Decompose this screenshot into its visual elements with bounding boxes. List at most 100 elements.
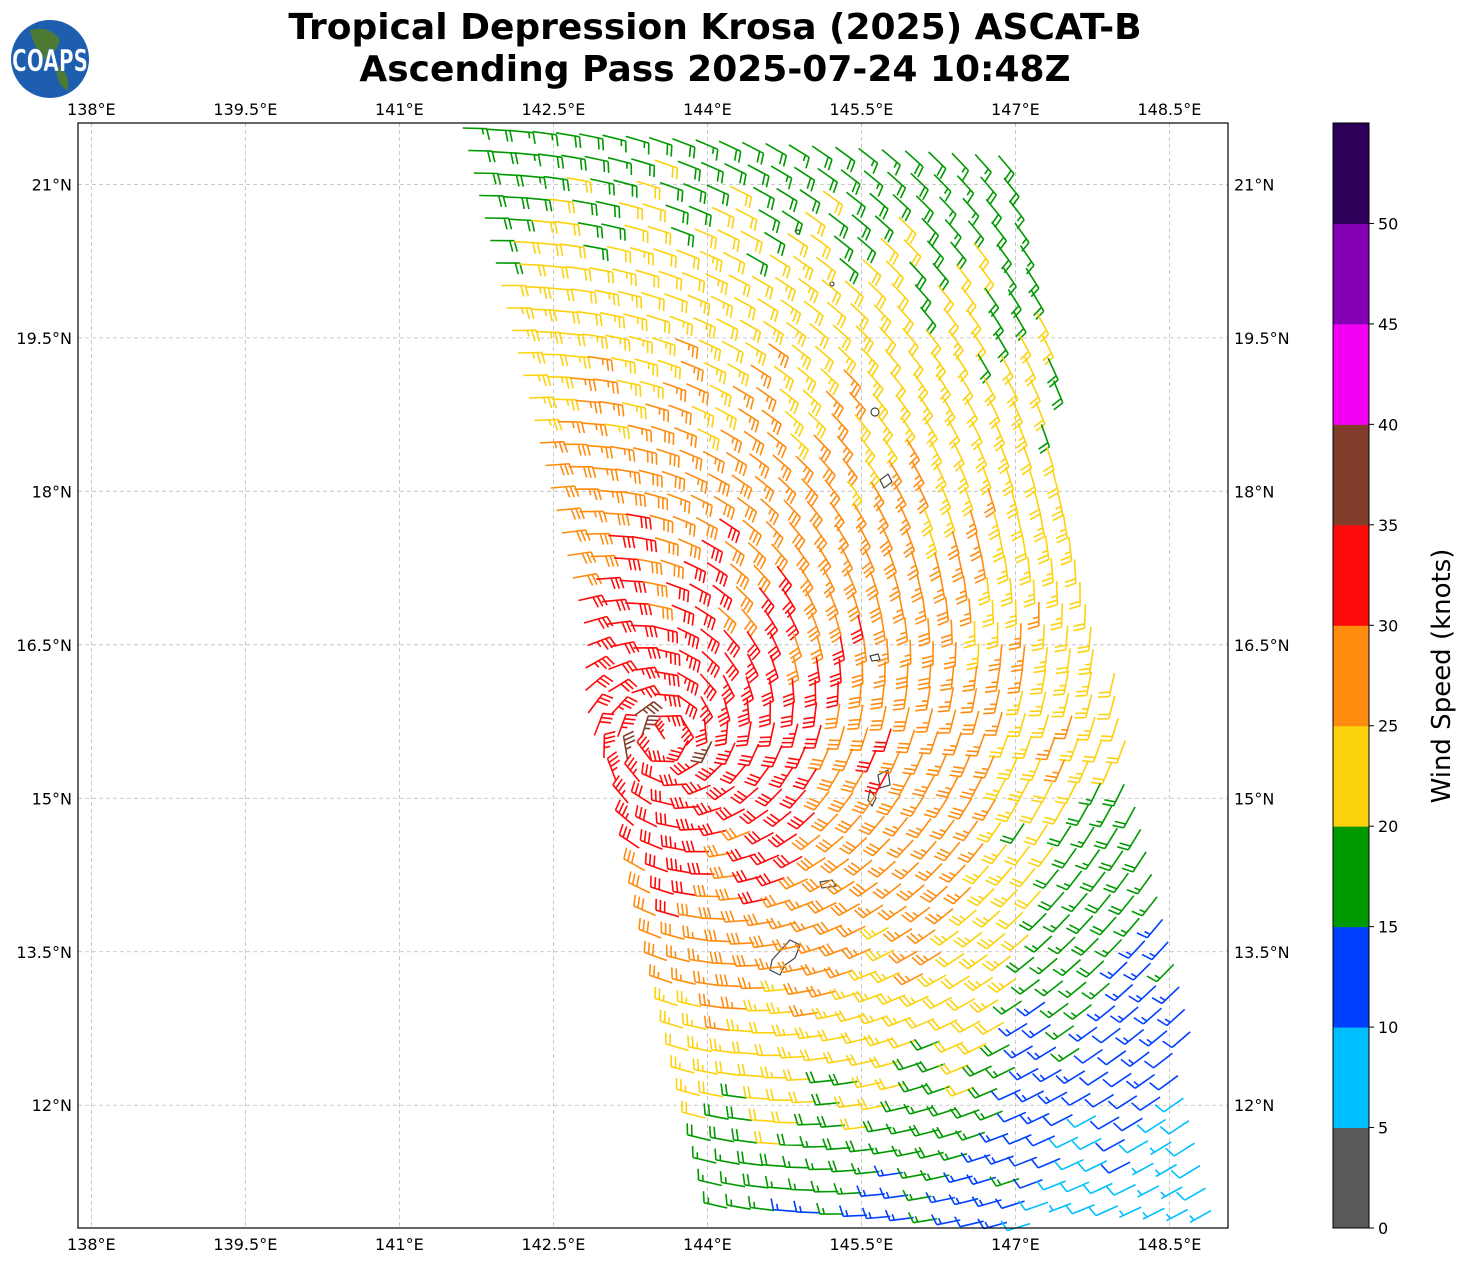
wind-barb <box>665 857 692 874</box>
wind-barb <box>952 820 979 842</box>
wind-barb <box>584 674 614 692</box>
wind-barb <box>928 151 947 180</box>
wind-barb <box>640 715 660 739</box>
wind-barb <box>655 811 681 829</box>
wind-barb <box>593 712 615 736</box>
maug-outline <box>829 281 835 287</box>
wind-barb <box>938 864 966 883</box>
wind-barb <box>849 727 869 751</box>
colorbar-tick: 15 <box>1378 918 1398 937</box>
wind-barb <box>1113 917 1140 938</box>
wind-barb <box>885 260 904 289</box>
wind-barb <box>1054 625 1069 653</box>
wind-barb <box>676 627 700 650</box>
wind-barb <box>743 913 773 927</box>
wind-barb <box>914 595 927 625</box>
wind-barb <box>771 1024 800 1037</box>
wind-barb <box>824 479 841 509</box>
wind-barb <box>738 408 760 433</box>
wind-barb <box>755 386 777 413</box>
wind-barb <box>678 649 701 673</box>
colorbar-bin <box>1333 123 1369 224</box>
wind-barb <box>1133 1007 1162 1025</box>
wind-barb <box>519 263 547 277</box>
wind-barb <box>1064 559 1077 588</box>
wind-barb <box>1063 1003 1092 1020</box>
wind-barb <box>969 531 983 562</box>
wind-barb <box>867 860 896 878</box>
wind-barb <box>706 184 730 207</box>
wind-barb <box>577 222 604 239</box>
wind-barb <box>1076 960 1105 978</box>
wind-barb <box>762 320 784 346</box>
wind-barb <box>1028 691 1047 717</box>
wind-barb <box>989 1176 1020 1187</box>
wind-barb <box>625 135 650 155</box>
wind-barb <box>825 390 844 419</box>
wind-barb <box>726 848 756 862</box>
wind-barb <box>918 730 939 755</box>
wind-barb <box>935 775 960 798</box>
wind-barb <box>933 1040 964 1053</box>
wind-barb <box>542 264 569 279</box>
wind-barb <box>1120 1051 1150 1068</box>
wind-barb <box>1041 558 1054 587</box>
wind-barb <box>1000 934 1029 952</box>
wind-barb <box>810 1093 840 1106</box>
colorbar-bin <box>1333 1027 1369 1129</box>
wind-barb <box>549 198 576 214</box>
wind-barb <box>1053 1158 1084 1171</box>
wind-barb <box>654 717 666 740</box>
wind-barb <box>989 310 1005 340</box>
wind-barb <box>957 843 984 863</box>
wind-barb <box>945 997 976 1012</box>
wind-barb <box>1005 956 1035 973</box>
wind-barb <box>1170 1165 1201 1179</box>
lon-tick-top: 138°E <box>67 100 116 119</box>
wind-barb <box>879 526 894 557</box>
colorbar-bin <box>1333 424 1369 526</box>
wind-barb <box>1000 578 1013 607</box>
wind-barb <box>552 398 580 411</box>
wind-barb <box>605 334 631 352</box>
gridlines <box>78 123 1228 1228</box>
wind-barb <box>765 520 784 549</box>
wind-barb <box>702 1191 728 1209</box>
wind-barb <box>965 733 986 757</box>
wind-barb <box>1096 1050 1127 1066</box>
wind-barb <box>784 745 807 769</box>
wind-barb <box>735 207 758 232</box>
lat-tick-left: 16.5°N <box>16 636 72 655</box>
wind-barb <box>1020 757 1042 782</box>
wind-barb <box>948 330 964 360</box>
wind-barb <box>1033 513 1046 543</box>
wind-barb <box>951 1020 981 1034</box>
wind-barb <box>932 262 950 292</box>
wind-barb <box>817 943 848 957</box>
wind-barb <box>598 400 625 417</box>
wind-barb <box>980 176 997 205</box>
colorbar-bin <box>1333 826 1369 928</box>
wind-barb <box>1058 737 1080 762</box>
wind-barb <box>954 352 969 383</box>
wind-barb <box>1012 735 1033 760</box>
wind-barb <box>579 510 608 523</box>
wind-barb <box>1013 311 1027 342</box>
wind-barb <box>772 854 803 869</box>
wind-barb <box>697 1168 722 1187</box>
wind-barb <box>623 847 645 872</box>
wind-barb <box>757 722 776 748</box>
lat-tick-left: 19.5°N <box>16 329 72 348</box>
wind-barb <box>936 374 951 404</box>
wind-barb <box>811 145 833 171</box>
wind-barb <box>1077 1160 1108 1173</box>
wind-barb <box>815 835 844 853</box>
wind-barb <box>767 632 782 663</box>
wind-barb <box>1050 1047 1080 1063</box>
colorbar-bin <box>1333 625 1369 727</box>
colorbar-tick: 25 <box>1378 717 1398 736</box>
wind-barb <box>753 1130 781 1145</box>
wind-barb <box>975 442 988 474</box>
wind-barb <box>620 490 647 507</box>
wind-barb <box>668 404 692 425</box>
